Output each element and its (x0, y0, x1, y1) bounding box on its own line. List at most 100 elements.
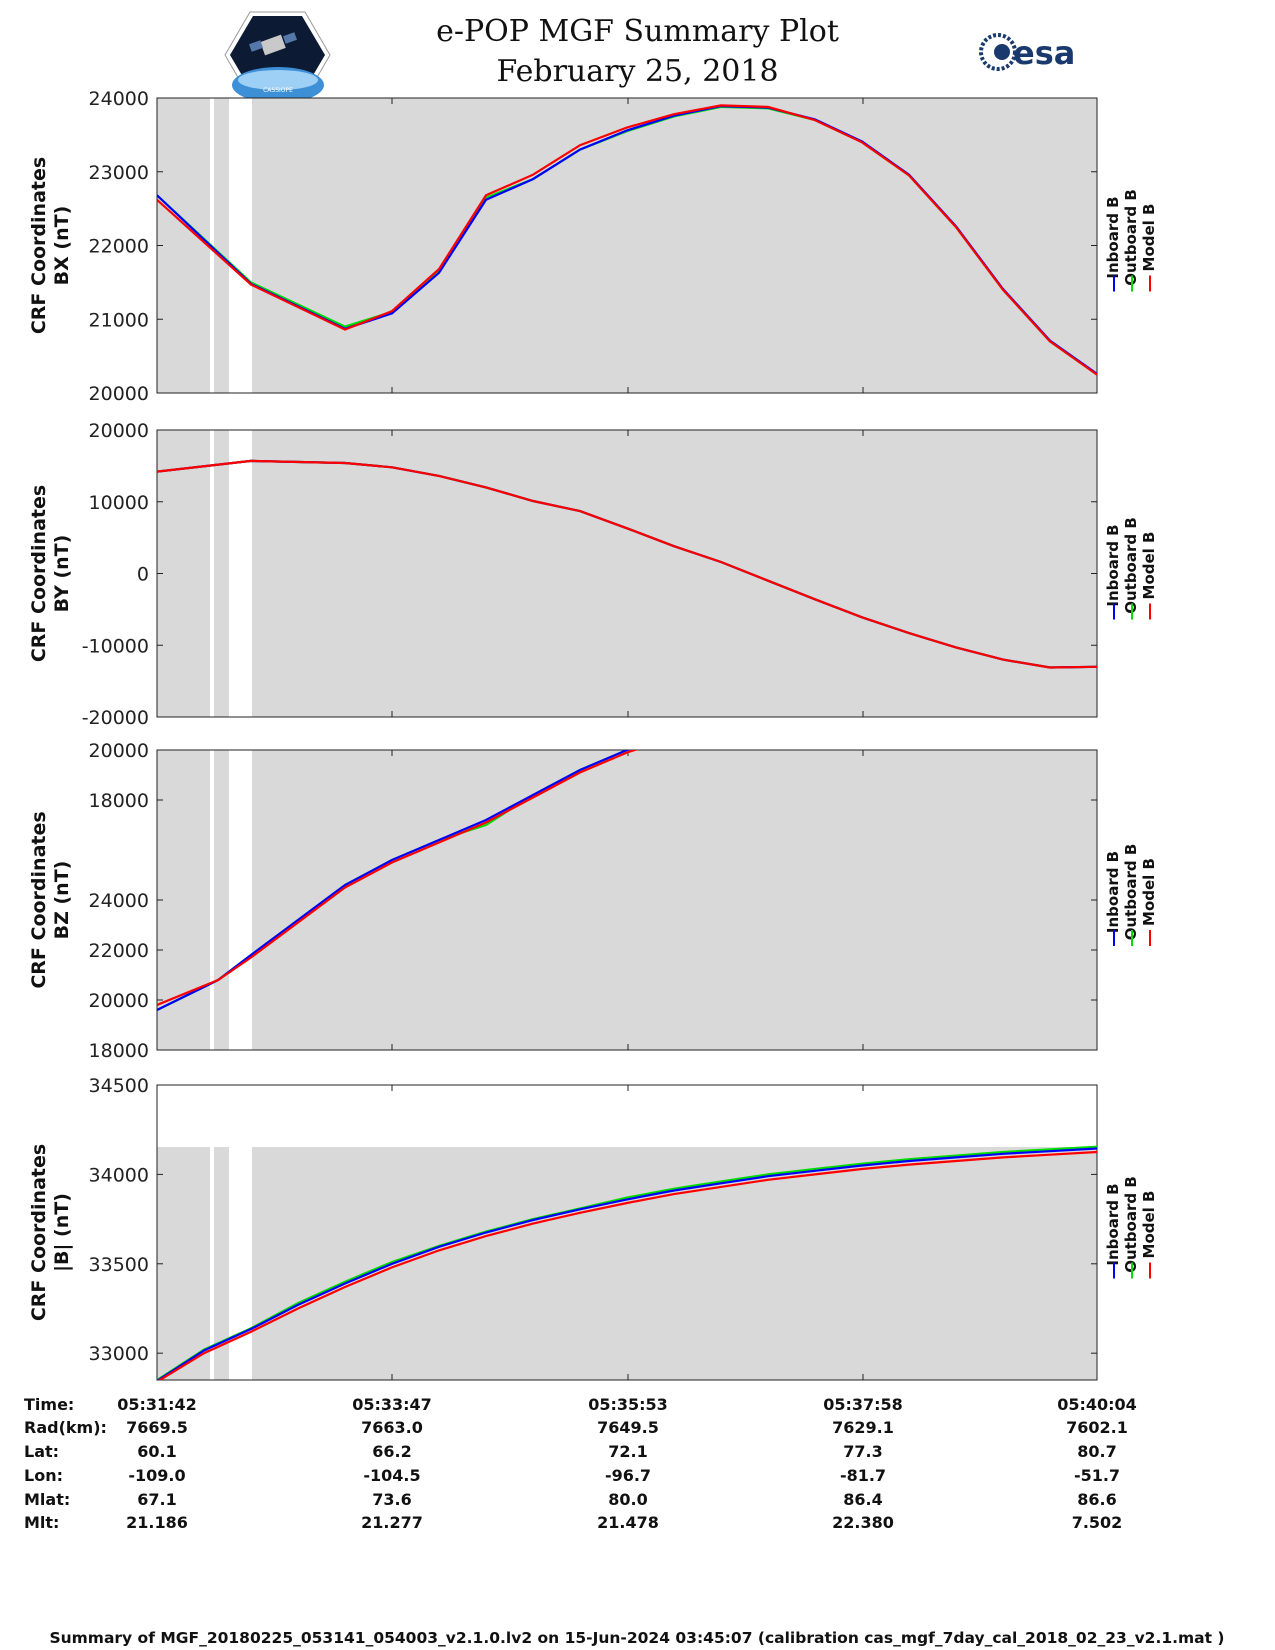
chart-panel-1: 20000 21000 22000 23000 24000 CRF Coordinates… (28, 88, 1158, 405)
data-coverage-band (157, 1147, 1097, 1380)
y-tick-label: 20000 (89, 420, 149, 442)
table-row-label: Time: (24, 1395, 74, 1414)
y-tick-label: 24000 (89, 88, 149, 110)
table-cell: 67.1 (137, 1490, 176, 1509)
y-axis-label: |B| (nT) (51, 1193, 73, 1272)
table-cell: 05:31:42 (117, 1395, 197, 1414)
table-cell: 60.1 (137, 1442, 176, 1461)
data-coverage-band (157, 750, 1097, 1050)
table-cell: 80.0 (608, 1490, 647, 1509)
data-coverage-band (157, 98, 1097, 393)
title-block: e-POP MGF Summary Plot February 25, 2018 (0, 12, 1275, 92)
cassiope-satellite-logo: CASSIOPE (224, 11, 331, 103)
y-tick-label: 18000 (89, 790, 149, 812)
y-tick-label: 20000 (89, 383, 149, 405)
table-row-label: Lat: (24, 1442, 59, 1461)
y-tick-label: 22000 (89, 236, 149, 258)
table-cell: 05:37:58 (823, 1395, 903, 1414)
y-tick-label: 0 (137, 564, 149, 586)
table-cell: -109.0 (128, 1466, 185, 1485)
y-tick-label: 10000 (89, 492, 149, 514)
y-axis-label: CRF Coordinates (28, 811, 50, 988)
table-cell: 73.6 (372, 1490, 411, 1509)
table-cell: 86.4 (843, 1490, 882, 1509)
table-cell: -51.7 (1074, 1466, 1120, 1485)
y-tick-label: 20000 (89, 990, 149, 1012)
y-axis-label: CRF Coordinates (28, 1144, 50, 1321)
legend-label-inboard: Inboard B (1104, 1183, 1122, 1265)
table-cell: 22.380 (832, 1513, 894, 1532)
data-gap-2 (229, 750, 252, 1050)
y-tick-label: 34000 (89, 1164, 149, 1186)
legend-label-model: Model B (1140, 858, 1158, 926)
table-cell: 7669.5 (126, 1418, 188, 1437)
table-row-label: Rad(km): (24, 1418, 107, 1437)
data-coverage-band (157, 430, 1097, 717)
table-row-label: Mlat: (24, 1490, 70, 1509)
legend-label-model: Model B (1140, 1191, 1158, 1259)
y-tick-label: -20000 (82, 707, 149, 729)
table-row-label: Mlt: (24, 1513, 59, 1532)
series-line-model-b (157, 750, 639, 1007)
legend-label-inboard: Inboard B (1104, 196, 1122, 278)
y-axis-label: CRF Coordinates (28, 485, 50, 662)
y-tick-label: 33000 (89, 1343, 149, 1365)
table-cell: 7663.0 (361, 1418, 423, 1437)
table-cell: 7.502 (1072, 1513, 1123, 1532)
chart-panel-3: 18000 20000 22000 24000 18000 20000 CRF Coordi… (28, 740, 1158, 1062)
data-gap-2 (229, 98, 252, 393)
table-cell: 77.3 (843, 1442, 882, 1461)
data-gap-1 (210, 430, 214, 717)
esa-logo: esa (979, 33, 1075, 72)
data-gap-1 (210, 750, 214, 1050)
legend-label-outboard: Outboard B (1122, 189, 1140, 286)
table-cell: -96.7 (605, 1466, 651, 1485)
series-line-inboard-b (157, 750, 631, 1011)
legend-label-model: Model B (1140, 532, 1158, 600)
series-line-inboard-b (157, 1147, 1097, 1380)
series-line-model-b (157, 459, 1097, 669)
legend-label-inboard: Inboard B (1104, 524, 1122, 606)
y-tick-label: 22000 (89, 940, 149, 962)
table-cell: 21.478 (597, 1513, 659, 1532)
table-cell: -104.5 (363, 1466, 420, 1485)
y-tick-label: 21000 (89, 309, 149, 331)
table-cell: 05:35:53 (588, 1395, 668, 1414)
chart-panel-2: -20000 -10000 0 10000 20000 CRF Coordinates BY… (28, 420, 1158, 729)
table-cell: 66.2 (372, 1442, 411, 1461)
legend-label-outboard: Outboard B (1122, 1176, 1140, 1273)
legend-label-inboard: Inboard B (1104, 851, 1122, 933)
table-row-label: Lon: (24, 1466, 63, 1485)
y-tick-label: 23000 (89, 162, 149, 184)
series-line-model-b (157, 104, 1097, 376)
table-cell: 86.6 (1077, 1490, 1116, 1509)
table-cell: 72.1 (608, 1442, 647, 1461)
data-gap-1 (210, 1147, 214, 1380)
series-line-model-b (157, 1150, 1097, 1380)
plot-date: February 25, 2018 (496, 54, 779, 89)
y-tick-label: 34500 (89, 1075, 149, 1097)
data-gap-2 (229, 430, 252, 717)
table-cell: -81.7 (840, 1466, 886, 1485)
table-cell: 05:33:47 (352, 1395, 432, 1414)
legend-label-outboard: Outboard B (1122, 517, 1140, 614)
plot-frame (156, 1084, 1098, 1381)
y-tick-label: 33500 (89, 1254, 149, 1276)
legend-label-model: Model B (1140, 204, 1158, 272)
table-cell: 7629.1 (832, 1418, 894, 1437)
table-cell: 7649.5 (597, 1418, 659, 1437)
y-axis-label: BZ (nT) (51, 861, 73, 940)
y-tick-label: 18000 (89, 1040, 149, 1062)
y-axis-label: BY (nT) (51, 535, 73, 613)
cassiope-logo-caption: CASSIOPE (263, 87, 293, 94)
data-gap-2 (229, 1147, 252, 1380)
table-cell: 21.186 (126, 1513, 188, 1532)
y-axis-label: CRF Coordinates (28, 157, 50, 334)
table-cell: 21.277 (361, 1513, 423, 1532)
table-cell: 05:40:04 (1057, 1395, 1137, 1414)
plot-title: e-POP MGF Summary Plot (436, 14, 839, 49)
y-axis-label: BX (nT) (51, 206, 73, 286)
chart-panel-4: 33000 33500 34000 34500 CRF Coordinates |B| (… (28, 1075, 1158, 1381)
table-cell: 80.7 (1077, 1442, 1116, 1461)
legend-label-outboard: Outboard B (1122, 844, 1140, 941)
